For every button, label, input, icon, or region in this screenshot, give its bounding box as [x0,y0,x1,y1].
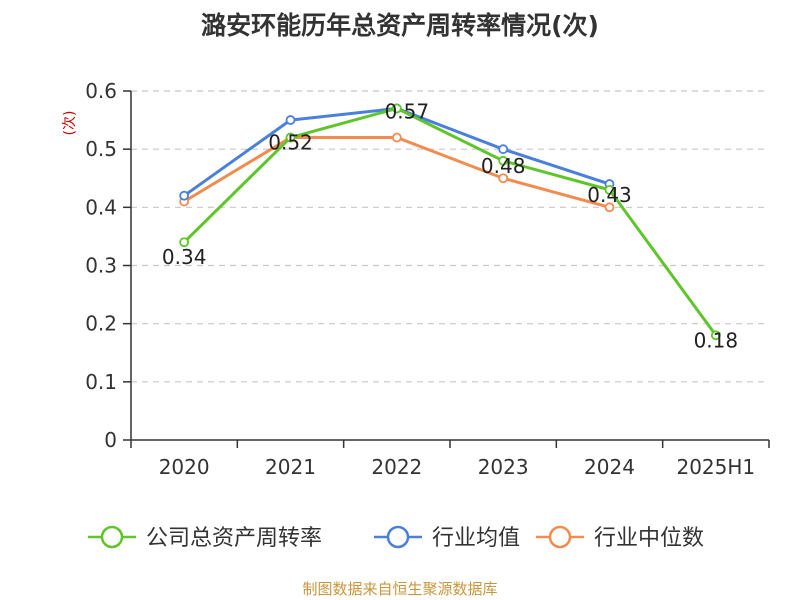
legend-item[interactable]: 行业中位数 [536,525,704,551]
data-point [391,103,402,114]
data-point [710,330,721,341]
data-label: 0.43 [587,183,632,207]
chart-title: 潞安环能历年总资产周转率情况(次) [201,11,599,40]
data-point [498,144,509,155]
y-axis-label: (次) [62,111,78,136]
series-line [183,106,718,337]
x-tick-label: 2020 [159,455,210,479]
data-point [391,132,402,143]
data-point [179,190,190,201]
data-point [604,202,615,213]
legend-label: 公司总资产周转率 [146,526,322,551]
legend: 公司总资产周转率 行业均值 行业中位数 [88,525,704,551]
y-tick-label: 0 [104,428,117,452]
legend-label: 行业中位数 [594,526,704,551]
y-tick-label: 0.3 [85,254,117,278]
y-tick-label: 0.6 [85,79,117,103]
data-label: 0.18 [694,328,739,352]
legend-item[interactable]: 公司总资产周转率 [88,525,322,551]
y-tick-label: 0.4 [85,195,117,219]
data-label: 0.48 [481,154,526,178]
legend-swatch-marker [548,525,572,549]
y-tick-label: 0.5 [85,137,117,161]
data-label: 0.57 [385,99,430,123]
data-point [498,155,509,166]
legend-label: 行业均值 [432,526,520,551]
x-tick-label: 2021 [265,455,316,479]
y-tick-label: 0.1 [85,370,117,394]
data-point [285,115,296,125]
axes: 0 0.1 0.2 0.3 0.4 0.5 0.6 2020 2021 2022 2023 2024 2… [85,79,770,479]
source-note: 制图数据来自恒生聚源数据库 [302,580,497,598]
data-labels: 0.34 0.52 0.57 0.48 0.43 0.18 [162,99,738,352]
legend-swatch-marker [100,525,124,549]
x-tick-label: 2024 [584,455,635,479]
series-lines [179,103,721,341]
x-tick-label: 2023 [478,455,529,479]
data-point [285,132,296,143]
legend-swatch-marker [386,525,410,549]
gridlines [131,90,769,383]
data-point [498,173,509,184]
data-label: 0.52 [268,131,313,155]
legend-item[interactable]: 行业均值 [374,525,520,551]
x-tick-label: 2025H1 [676,455,755,479]
data-point [179,237,190,248]
x-tick-label: 2022 [371,455,422,479]
data-point [604,184,615,195]
data-label: 0.34 [162,245,207,269]
y-tick-label: 0.2 [85,312,117,336]
